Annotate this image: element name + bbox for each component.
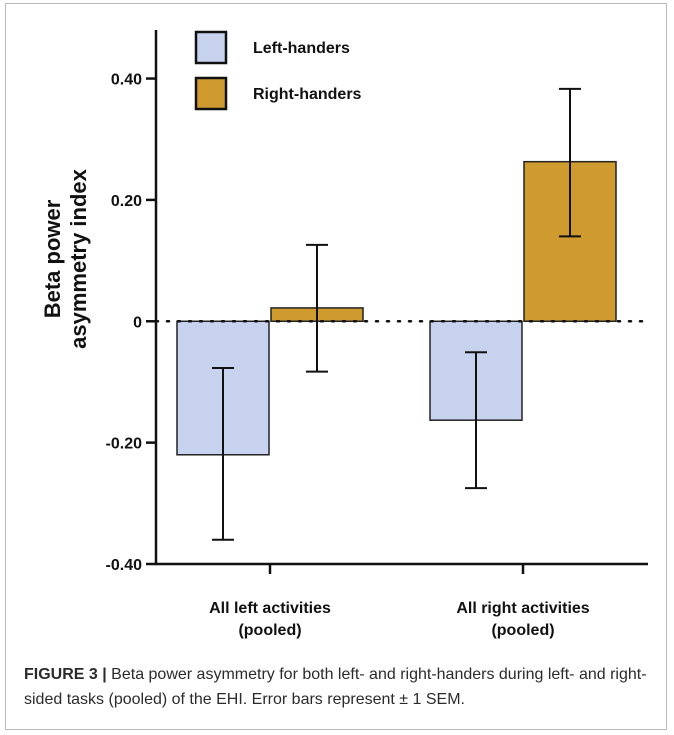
figure-label: FIGURE 3 |: [24, 666, 107, 683]
x-category-label: All right activities: [456, 600, 589, 617]
x-category-label: (pooled): [491, 622, 554, 639]
x-category-label: (pooled): [238, 622, 301, 639]
y-tick-label: 0.40: [111, 72, 142, 89]
figure-caption: FIGURE 3 | Beta power asymmetry for both…: [24, 662, 654, 712]
caption-text: Beta power asymmetry for both left- and …: [24, 666, 647, 708]
y-axis-title-line: Beta power: [40, 199, 65, 318]
legend-label: Right-handers: [253, 86, 362, 103]
legend-swatch-left-handers: [194, 30, 228, 65]
y-tick-label: 0: [133, 314, 142, 331]
y-axis-title-line: asymmetry index: [66, 168, 91, 349]
bar-chart: -0.40 -0.20 0 0.20 0.40 Beta powerasymmetry i…: [40, 30, 650, 639]
x-category-label: All left activities: [209, 600, 331, 617]
figure-frame: [5, 3, 667, 730]
legend-label: Left-handers: [253, 40, 350, 57]
legend-swatch-right-handers: [194, 76, 228, 111]
y-tick-label: -0.40: [106, 557, 143, 574]
y-tick-label: -0.20: [106, 436, 143, 453]
y-axis-title: Beta powerasymmetry index: [40, 168, 91, 349]
y-tick-label: 0.20: [111, 193, 142, 210]
